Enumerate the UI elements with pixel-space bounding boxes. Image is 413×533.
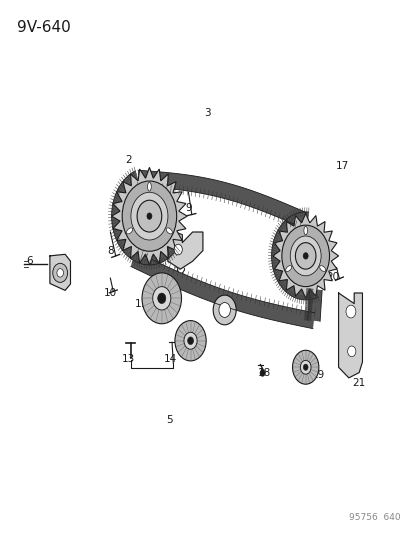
Text: 16: 16 <box>218 304 232 314</box>
Polygon shape <box>272 214 338 298</box>
Text: 17: 17 <box>335 161 349 171</box>
Circle shape <box>137 200 161 232</box>
Circle shape <box>157 293 166 304</box>
Circle shape <box>152 287 171 310</box>
Circle shape <box>53 263 67 282</box>
Circle shape <box>218 303 230 317</box>
Polygon shape <box>137 170 305 228</box>
Circle shape <box>131 192 168 240</box>
Circle shape <box>281 225 329 287</box>
Circle shape <box>174 244 182 255</box>
Text: 5: 5 <box>166 415 173 425</box>
Circle shape <box>292 350 318 384</box>
Circle shape <box>187 337 193 344</box>
Polygon shape <box>307 289 321 321</box>
Circle shape <box>122 181 176 251</box>
Polygon shape <box>338 293 361 378</box>
Circle shape <box>147 213 152 219</box>
Polygon shape <box>112 171 177 265</box>
Polygon shape <box>50 254 70 290</box>
Text: 19: 19 <box>311 370 324 380</box>
Text: 3: 3 <box>203 108 210 118</box>
Text: 15: 15 <box>177 336 190 346</box>
Text: 7: 7 <box>55 267 62 277</box>
Text: 4: 4 <box>158 246 165 256</box>
Circle shape <box>290 236 320 276</box>
Polygon shape <box>126 228 133 234</box>
Text: 10: 10 <box>104 288 116 298</box>
Polygon shape <box>166 228 172 234</box>
Circle shape <box>183 332 197 349</box>
Text: 6: 6 <box>26 256 33 266</box>
Text: 21: 21 <box>352 378 365 388</box>
Polygon shape <box>168 229 202 269</box>
Text: 13: 13 <box>122 354 135 364</box>
Circle shape <box>175 320 206 361</box>
Circle shape <box>299 360 310 374</box>
Text: 12: 12 <box>173 267 186 277</box>
Circle shape <box>213 295 236 325</box>
Text: 1: 1 <box>121 198 128 208</box>
Text: 9V-640: 9V-640 <box>17 20 71 35</box>
Text: 14: 14 <box>163 354 176 364</box>
Polygon shape <box>285 265 291 271</box>
Circle shape <box>57 269 63 277</box>
Circle shape <box>347 346 355 357</box>
Circle shape <box>295 243 315 269</box>
Text: 11: 11 <box>134 298 147 309</box>
Polygon shape <box>112 167 187 265</box>
Text: 20: 20 <box>325 272 338 282</box>
Circle shape <box>345 305 355 318</box>
Polygon shape <box>319 265 325 271</box>
Text: 9: 9 <box>185 203 191 213</box>
Text: 2: 2 <box>125 156 132 165</box>
Circle shape <box>302 253 307 259</box>
Polygon shape <box>303 227 307 235</box>
Polygon shape <box>147 182 151 191</box>
Polygon shape <box>271 212 317 300</box>
Polygon shape <box>131 252 314 329</box>
Circle shape <box>303 364 307 370</box>
Circle shape <box>259 370 264 376</box>
Text: 18: 18 <box>257 368 271 377</box>
Text: 8: 8 <box>107 246 114 256</box>
Circle shape <box>142 273 181 324</box>
Text: 95756  640: 95756 640 <box>348 513 399 522</box>
